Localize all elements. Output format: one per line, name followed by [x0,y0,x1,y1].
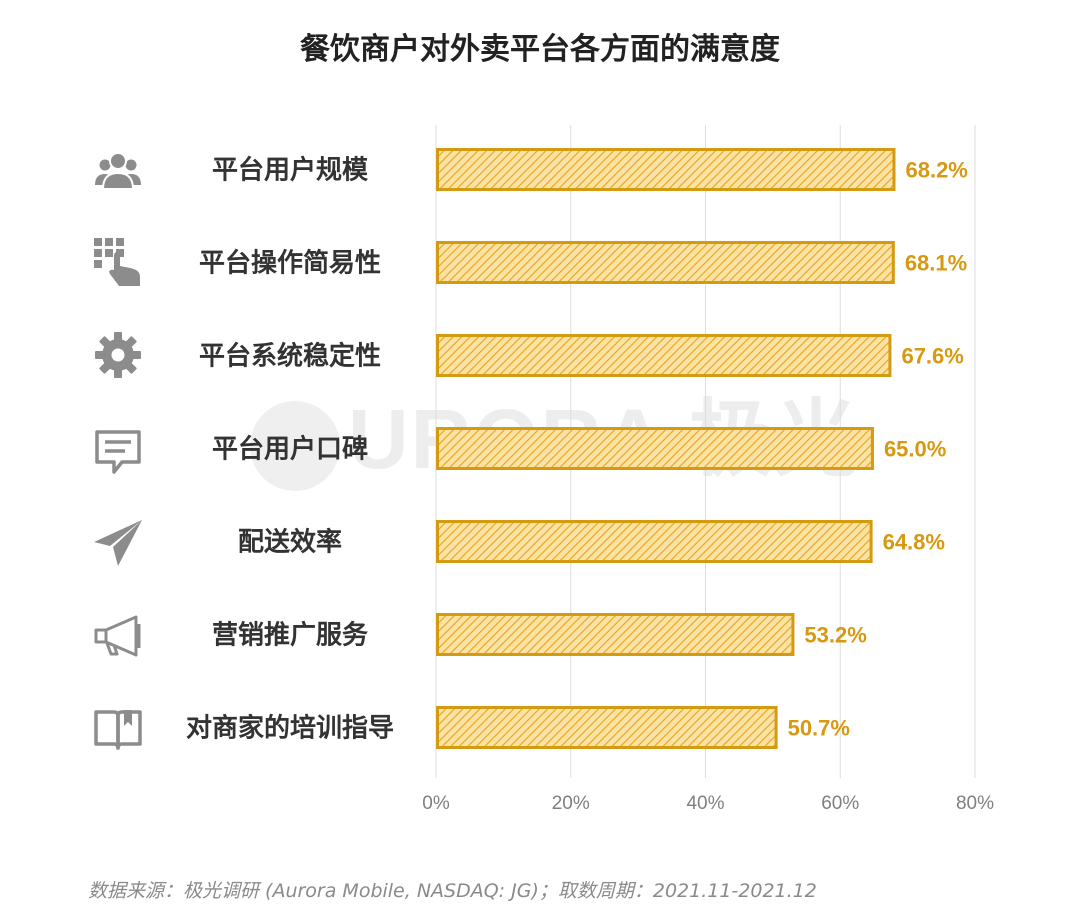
category-label: 营销推广服务 [212,621,368,651]
category-label: 平台系统稳定性 [199,341,381,372]
category-label: 平台用户规模 [212,155,369,186]
value-label: 65.0% [884,437,946,462]
value-label: 68.1% [905,251,967,276]
category-label: 平台用户口碑 [212,434,368,465]
users-icon [95,152,141,190]
bar [436,148,896,191]
aurora-logo-icon [250,400,340,491]
value-label: 68.2% [905,158,967,183]
value-label: 67.6% [901,344,963,369]
bar [436,520,873,563]
bar [436,613,795,656]
x-tick-label: 60% [821,793,859,814]
category-label: 配送效率 [238,527,342,558]
paper-plane-icon [94,520,142,566]
keypad-tap-icon [94,238,140,286]
value-label: 64.8% [883,530,945,555]
x-tick-label: 80% [956,793,994,814]
chart-title: 餐饮商户对外卖平台各方面的满意度 [300,32,780,67]
bar [436,334,892,377]
value-label: 50.7% [788,716,850,741]
x-tick-label: 20% [552,793,590,814]
gear-icon [95,332,141,378]
data-source-note: 数据来源：极光调研 (Aurora Mobile, NASDAQ: JG)；取数… [88,880,817,902]
category-label: 平台操作简易性 [199,248,381,279]
megaphone-icon [94,615,141,657]
value-label: 53.2% [804,623,866,648]
x-tick-label: 40% [686,793,724,814]
bar [436,427,874,470]
bar [436,241,895,284]
open-book-icon [94,710,142,750]
category-label: 对商家的培训指导 [186,713,394,744]
bar [436,706,778,749]
chat-bubble-icon [95,430,141,474]
x-tick-label: 0% [422,793,450,814]
